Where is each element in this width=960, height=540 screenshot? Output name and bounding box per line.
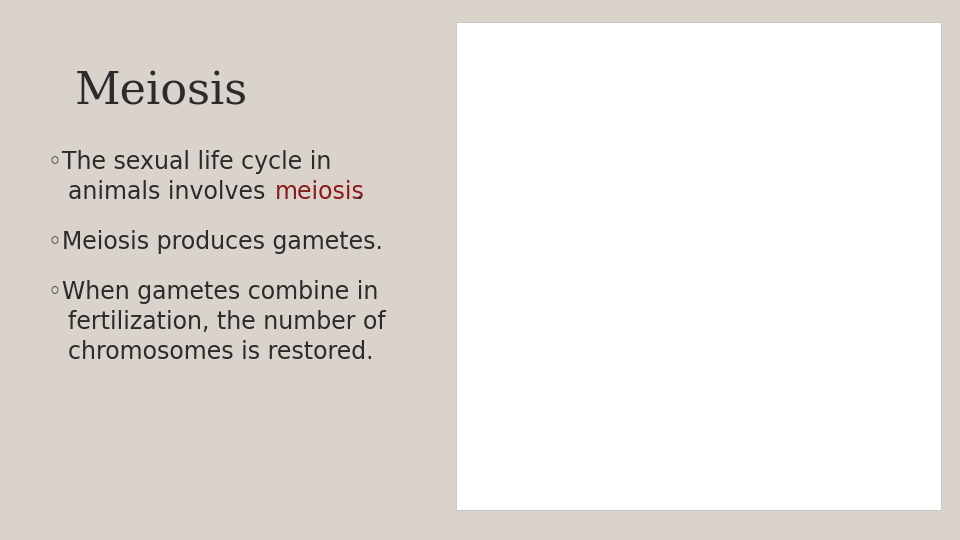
Text: animals involves: animals involves	[68, 180, 273, 204]
Text: ◦The sexual life cycle in: ◦The sexual life cycle in	[48, 150, 331, 174]
Circle shape	[644, 114, 678, 148]
Ellipse shape	[692, 387, 723, 413]
Text: Meiosis: Meiosis	[673, 309, 714, 319]
Polygon shape	[619, 157, 644, 200]
Text: ◦Meiosis produces gametes.: ◦Meiosis produces gametes.	[48, 230, 383, 254]
Polygon shape	[678, 157, 703, 200]
Polygon shape	[544, 157, 569, 195]
Text: Zygote
(diploid)
2n: Zygote (diploid) 2n	[826, 218, 869, 249]
Text: Fertilization: Fertilization	[796, 299, 862, 309]
Polygon shape	[640, 148, 683, 200]
Circle shape	[810, 123, 885, 199]
Text: chromosomes is restored.: chromosomes is restored.	[68, 340, 373, 364]
Text: Grows into
adult male or
adult female: Grows into adult male or adult female	[771, 65, 831, 95]
Polygon shape	[644, 200, 678, 217]
Text: .: .	[355, 180, 362, 204]
Polygon shape	[590, 217, 607, 269]
Polygon shape	[665, 217, 678, 269]
Circle shape	[516, 355, 620, 463]
Polygon shape	[557, 217, 574, 269]
Text: meiosis: meiosis	[275, 180, 365, 204]
Polygon shape	[594, 157, 620, 195]
Circle shape	[801, 113, 894, 208]
Text: Female gamete
(haploid)
n: Female gamete (haploid) n	[492, 467, 570, 498]
Polygon shape	[553, 191, 612, 217]
Text: Meiosis: Meiosis	[75, 70, 248, 113]
Circle shape	[565, 114, 599, 148]
Text: fertilization, the number of: fertilization, the number of	[68, 310, 386, 334]
Circle shape	[526, 366, 610, 453]
Text: Female
(diploid)
2n: Female (diploid) 2n	[533, 51, 575, 82]
Text: ◦When gametes combine in: ◦When gametes combine in	[48, 280, 378, 304]
Text: Male
(diploid)
2n: Male (diploid) 2n	[631, 42, 673, 72]
Text: Meiosis: Meiosis	[492, 309, 533, 319]
Text: Male
gameto
(haploid)
n: Male gameto (haploid) n	[694, 438, 740, 480]
Polygon shape	[644, 217, 657, 269]
Polygon shape	[561, 148, 603, 191]
